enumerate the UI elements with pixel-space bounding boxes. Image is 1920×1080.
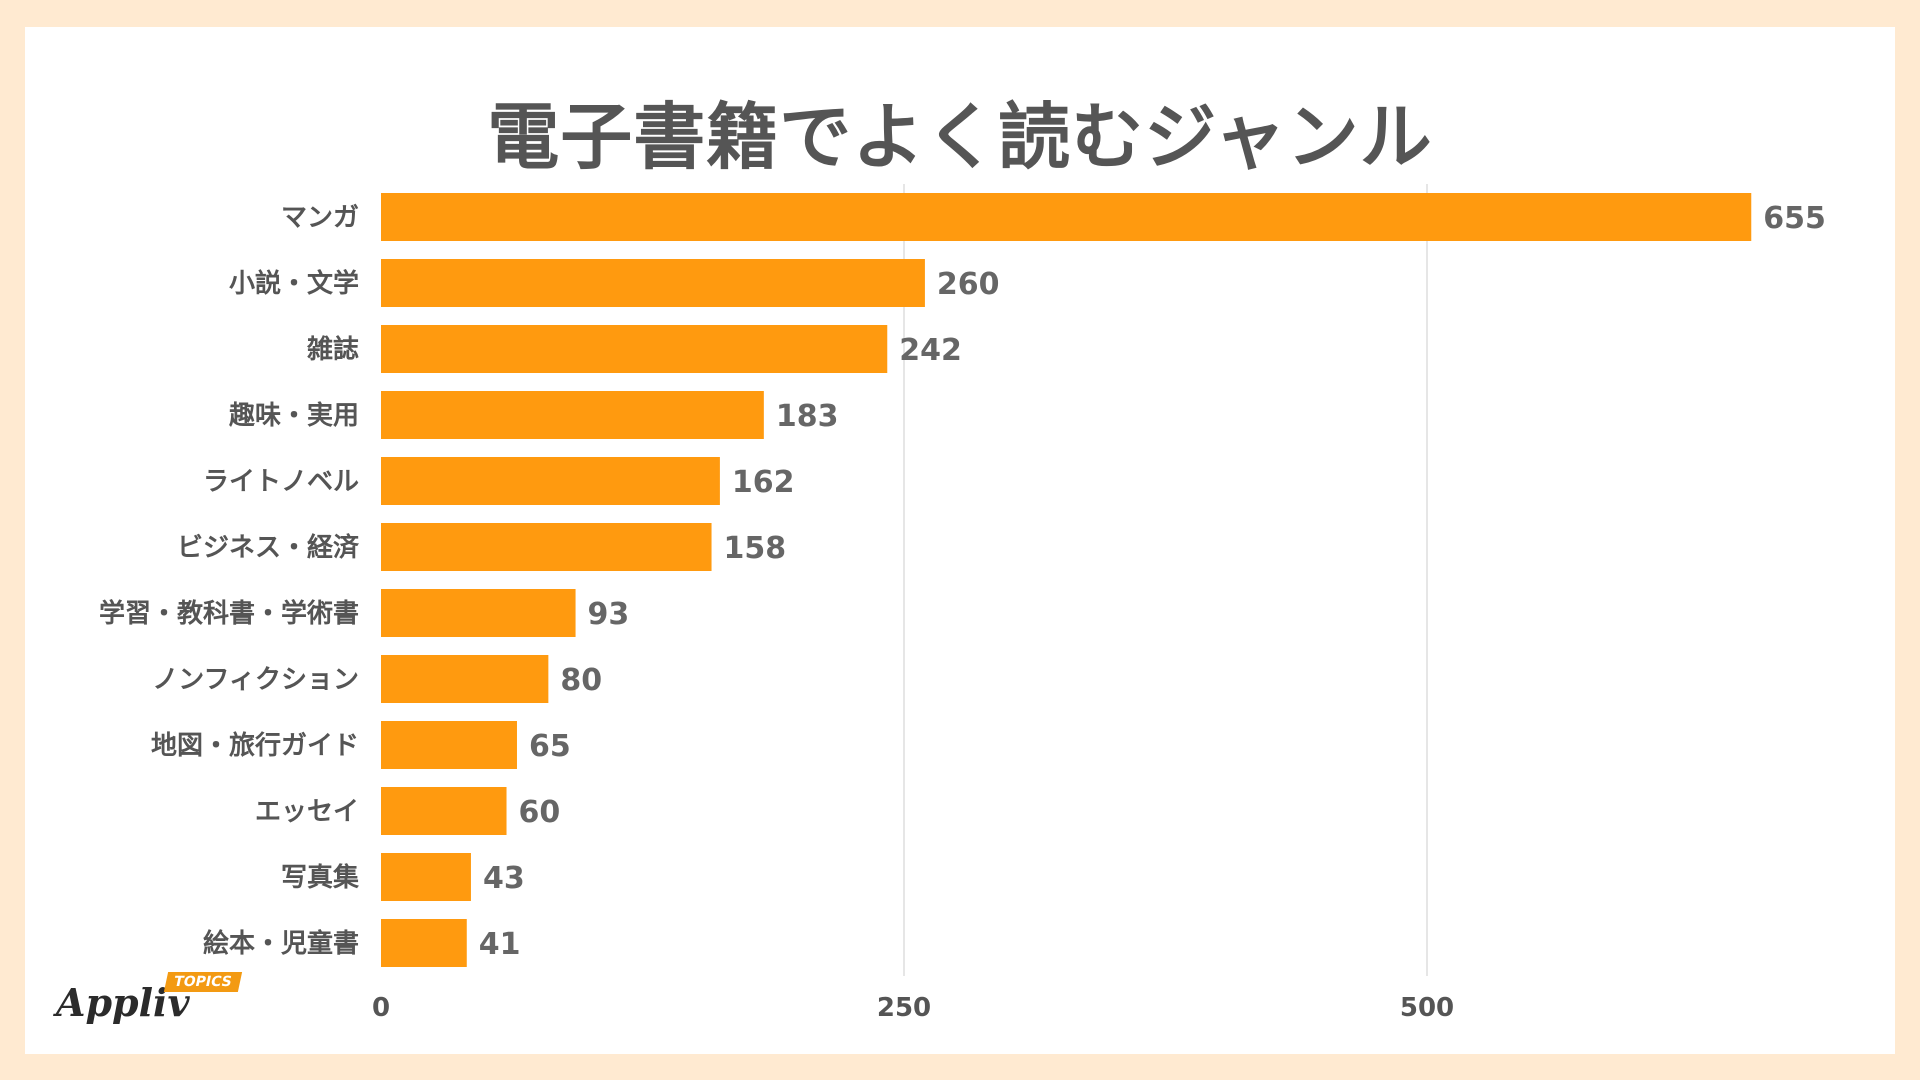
- grid-lines: [903, 184, 1428, 976]
- appliv-logo: Appliv TOPICS: [56, 972, 256, 1032]
- category-label-0: マンガ: [281, 203, 359, 233]
- bar-10: [381, 853, 471, 901]
- x-tick-label-500: 500: [1400, 993, 1454, 1023]
- x-tick-label-0: 0: [372, 993, 390, 1023]
- bar-7: [381, 655, 549, 703]
- value-label-9: 60: [519, 795, 561, 830]
- labels: 0 250 500 マンガ 655 小説・文学 260 雑誌 242 趣味・実用 183 ライトノベル…: [99, 201, 1826, 1023]
- category-label-8: 地図・旅行ガイド: [151, 730, 359, 761]
- bar-3: [381, 391, 764, 439]
- category-label-2: 雑誌: [306, 334, 359, 365]
- bars: [381, 193, 1752, 967]
- category-label-7: ノンフィクション: [152, 665, 359, 695]
- category-label-10: 写真集: [281, 862, 360, 893]
- bar-0: [381, 193, 1752, 241]
- value-label-4: 162: [732, 465, 795, 500]
- category-label-3: 趣味・実用: [228, 400, 359, 431]
- logo-badge: TOPICS: [163, 972, 242, 992]
- category-label-6: 学習・教科書・学術書: [99, 598, 359, 629]
- value-label-11: 41: [479, 927, 521, 962]
- category-label-5: ビジネス・経済: [177, 532, 360, 563]
- bar-6: [381, 589, 576, 637]
- value-label-10: 43: [483, 861, 525, 896]
- bar-1: [381, 259, 925, 307]
- bar-4: [381, 457, 720, 505]
- category-label-9: エッセイ: [255, 797, 359, 827]
- value-label-8: 65: [529, 729, 571, 764]
- value-label-0: 655: [1763, 201, 1826, 236]
- bar-5: [381, 523, 712, 571]
- value-label-7: 80: [560, 663, 602, 698]
- chart-title: 電子書籍でよく読むジャンル: [487, 95, 1433, 179]
- value-label-2: 242: [899, 333, 962, 368]
- x-tick-label-250: 250: [877, 993, 931, 1023]
- bar-11: [381, 919, 467, 967]
- category-label-11: 絵本・児童書: [203, 928, 359, 959]
- bar-9: [381, 787, 507, 835]
- value-label-5: 158: [724, 531, 787, 566]
- value-label-1: 260: [937, 267, 1000, 302]
- bar-8: [381, 721, 517, 769]
- value-label-6: 93: [588, 597, 630, 632]
- bar-2: [381, 325, 888, 373]
- category-label-1: 小説・文学: [229, 268, 359, 299]
- category-label-4: ライトノベル: [203, 467, 359, 497]
- value-label-3: 183: [776, 399, 839, 434]
